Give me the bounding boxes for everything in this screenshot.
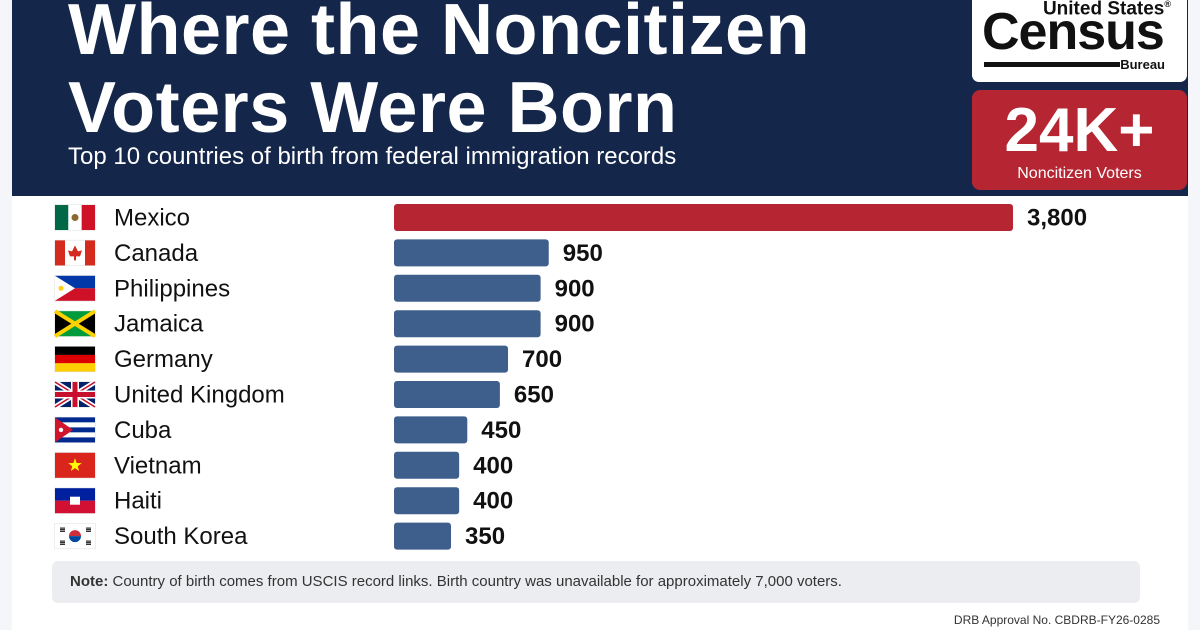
chart-row: United Kingdom 650 bbox=[53, 379, 554, 410]
flag-trigram bbox=[60, 540, 65, 542]
logo-country-text: United States® bbox=[1043, 0, 1171, 19]
bar bbox=[394, 274, 541, 302]
chart-row: South Korea 350 bbox=[54, 522, 505, 550]
flag-trigram bbox=[86, 540, 91, 542]
flag-star bbox=[68, 458, 82, 471]
category-label: Canada bbox=[114, 240, 199, 267]
flag-trigram bbox=[60, 542, 65, 544]
approval-number: DRB Approval No. CBDRB-FY26-0285 bbox=[953, 613, 1160, 627]
value-label: 700 bbox=[522, 346, 562, 373]
bar bbox=[394, 522, 452, 550]
stat-value: 24K+ bbox=[1004, 96, 1155, 165]
bar bbox=[394, 310, 541, 338]
flag-band bbox=[55, 500, 95, 514]
flag-band bbox=[55, 240, 65, 266]
flag-trigram bbox=[60, 543, 65, 545]
chart-row: Philippines 900 bbox=[54, 274, 595, 302]
bar bbox=[394, 204, 1013, 231]
flag-cross bbox=[55, 392, 95, 397]
flag-band bbox=[81, 205, 95, 230]
flag-triangle bbox=[55, 275, 75, 301]
flag-band bbox=[55, 488, 95, 501]
category-label: Mexico bbox=[114, 205, 190, 232]
value-label: 650 bbox=[514, 382, 554, 409]
bar bbox=[394, 381, 500, 408]
flag-stripe bbox=[55, 427, 95, 433]
logo-wordmark: Census bbox=[982, 3, 1165, 61]
flag-trigram bbox=[86, 542, 91, 544]
flag-trigram bbox=[86, 529, 91, 531]
chart-row: Mexico 3,800 bbox=[54, 204, 1087, 232]
flag-trigram bbox=[60, 529, 65, 531]
flag-trigram bbox=[86, 543, 91, 545]
value-label: 3,800 bbox=[1027, 205, 1087, 232]
category-label: Jamaica bbox=[114, 311, 204, 338]
stat-callout: 24K+ Noncitizen Voters bbox=[972, 90, 1187, 190]
note-text: Country of birth comes from USCIS record… bbox=[112, 573, 842, 590]
flag-band bbox=[55, 354, 95, 364]
category-label: Germany bbox=[114, 346, 213, 373]
bar bbox=[394, 345, 509, 373]
chart-row: Haiti 400 bbox=[54, 487, 513, 515]
chart-row: Cuba 450 bbox=[54, 416, 521, 444]
logo-underline bbox=[984, 62, 1120, 67]
category-label: Haiti bbox=[114, 488, 162, 515]
flag-triangle bbox=[55, 417, 73, 443]
bar bbox=[394, 239, 549, 267]
flag-trigram bbox=[60, 527, 65, 529]
category-label: South Korea bbox=[114, 523, 248, 550]
category-label: Vietnam bbox=[114, 452, 202, 479]
flag-saltire bbox=[53, 309, 97, 338]
title-line-1: Where the Noncitizen bbox=[68, 0, 811, 70]
category-label: United Kingdom bbox=[114, 382, 285, 409]
title-line-2: Voters Were Born bbox=[68, 68, 678, 148]
value-label: 900 bbox=[555, 275, 595, 302]
bar bbox=[394, 451, 460, 479]
bar bbox=[394, 487, 460, 515]
census-logo: United States® Census Bureau bbox=[972, 0, 1187, 82]
category-label: Philippines bbox=[114, 275, 230, 302]
flag-band bbox=[55, 346, 95, 355]
chart-row: Germany 700 bbox=[54, 345, 562, 373]
logo-subtext: Bureau bbox=[1120, 57, 1165, 72]
flag-taegeuk bbox=[69, 536, 81, 543]
chart-row: Vietnam 400 bbox=[54, 451, 513, 479]
header-banner: Where the Noncitizen Voters Were Born To… bbox=[12, 0, 1188, 196]
flag-stripe bbox=[55, 417, 95, 423]
flag-stripe bbox=[55, 437, 95, 443]
flag-triangle bbox=[55, 311, 75, 337]
bar bbox=[394, 416, 468, 444]
value-label: 950 bbox=[563, 240, 603, 267]
value-label: 450 bbox=[481, 417, 521, 444]
flag-sun bbox=[58, 285, 64, 291]
flag-band bbox=[85, 240, 95, 266]
chart-row: Canada 950 bbox=[54, 239, 603, 267]
flag-trigram bbox=[60, 530, 65, 532]
value-label: 400 bbox=[473, 452, 513, 479]
flag-stripe bbox=[55, 422, 95, 428]
maple-leaf bbox=[68, 245, 82, 261]
flag-taegeuk bbox=[69, 530, 81, 537]
value-label: 400 bbox=[473, 488, 513, 515]
note-box: Note: Country of birth comes from USCIS … bbox=[52, 561, 1140, 603]
flag-stripe bbox=[55, 432, 95, 438]
logo-line1: United States bbox=[1042, 0, 1165, 20]
logo-registered-mark: ® bbox=[1164, 0, 1171, 9]
value-label: 350 bbox=[465, 523, 505, 550]
subtitle: Top 10 countries of birth from federal i… bbox=[68, 143, 677, 170]
flag-triangle bbox=[75, 311, 95, 337]
flag-band bbox=[55, 363, 95, 372]
flag-emblem bbox=[71, 214, 79, 221]
flag-star bbox=[58, 427, 64, 433]
flag-emblem bbox=[70, 496, 80, 505]
chart-row: Jamaica 900 bbox=[53, 309, 595, 338]
flag-trigram bbox=[86, 530, 91, 532]
stat-label: Noncitizen Voters bbox=[1017, 165, 1142, 182]
flag-band bbox=[55, 205, 69, 230]
value-label: 900 bbox=[555, 311, 595, 338]
note-label: Note: bbox=[70, 573, 109, 590]
category-label: Cuba bbox=[114, 417, 172, 444]
flag-trigram bbox=[86, 527, 91, 529]
